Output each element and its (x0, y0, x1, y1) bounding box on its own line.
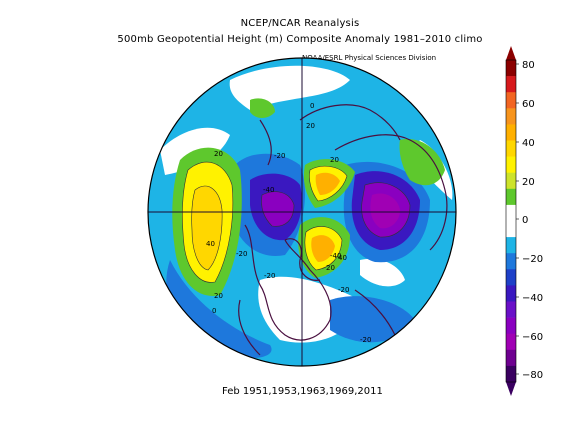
colorbar-segment (506, 285, 516, 302)
contour-label: 20 (306, 122, 315, 130)
colorbar-segment (506, 124, 516, 141)
colorbar-top-arrow (506, 46, 516, 60)
colorbar-segment (506, 204, 516, 222)
colorbar-segment (506, 301, 516, 318)
colorbar: 80 60 40 20 0 −20 −40 −60 −80 (505, 46, 543, 396)
contour-label: 0 (310, 102, 314, 110)
colorbar-segment (506, 92, 516, 109)
colorbar-segment (506, 349, 516, 367)
contour-label: -40 (263, 186, 274, 194)
contour-label: 20 (330, 156, 339, 164)
colorbar-segment (506, 108, 516, 125)
colorbar-tick-label: 0 (522, 215, 528, 226)
colorbar-tick-label: −20 (522, 254, 543, 265)
contour-label: 40 (338, 254, 347, 262)
colorbar-segment (506, 60, 516, 77)
contour-label: 40 (206, 240, 215, 248)
colorbar-segment (506, 156, 516, 173)
colorbar-tick-label: 20 (522, 177, 535, 188)
colorbar-tick-label: 80 (522, 60, 535, 71)
colorbar-segment (506, 140, 516, 157)
footer-caption: Feb 1951,1953,1963,1969,2011 (222, 386, 383, 397)
colorbar-segment (506, 317, 516, 334)
colorbar-tick-label: −60 (522, 332, 543, 343)
contour-label: 20 (214, 150, 223, 158)
contour-label: 0 (212, 307, 216, 315)
contour-label: -20 (360, 336, 371, 344)
contour-label: -20 (264, 272, 275, 280)
colorbar-tick-label: 40 (522, 138, 535, 149)
colorbar-segment (506, 237, 516, 254)
colorbar-segment (506, 76, 516, 93)
contour-label: 20 (214, 292, 223, 300)
colorbar-tick-label: −40 (522, 293, 543, 304)
contour-label: -20 (274, 152, 285, 160)
colorbar-bottom-arrow (506, 382, 516, 396)
colorbar-segment (506, 221, 516, 238)
title-line-1: NCEP/NCAR Reanalysis (240, 18, 360, 29)
colorbar-tick-label: 60 (522, 99, 535, 110)
colorbar-segment (506, 253, 516, 270)
colorbar-tick-label: −80 (522, 370, 543, 381)
contour-label: -20 (236, 250, 247, 258)
colorbar-segment (506, 269, 516, 286)
colorbar-segment (506, 172, 516, 190)
contour-label: -40 (330, 252, 341, 260)
colorbar-segment (506, 333, 516, 351)
contour-label: 20 (326, 264, 335, 272)
colorbar-outline (505, 59, 517, 383)
map-border (147, 57, 457, 367)
title-line-2: 500mb Geopotential Height (m) Composite … (117, 34, 483, 45)
coastlines (238, 104, 448, 356)
anomaly-field (148, 58, 456, 366)
credit-text: NOAA/ESRL Physical Sciences Division (302, 54, 437, 62)
colorbar-segment (506, 365, 516, 383)
colorbar-segment (506, 188, 516, 206)
contour-label: -20 (338, 286, 349, 294)
